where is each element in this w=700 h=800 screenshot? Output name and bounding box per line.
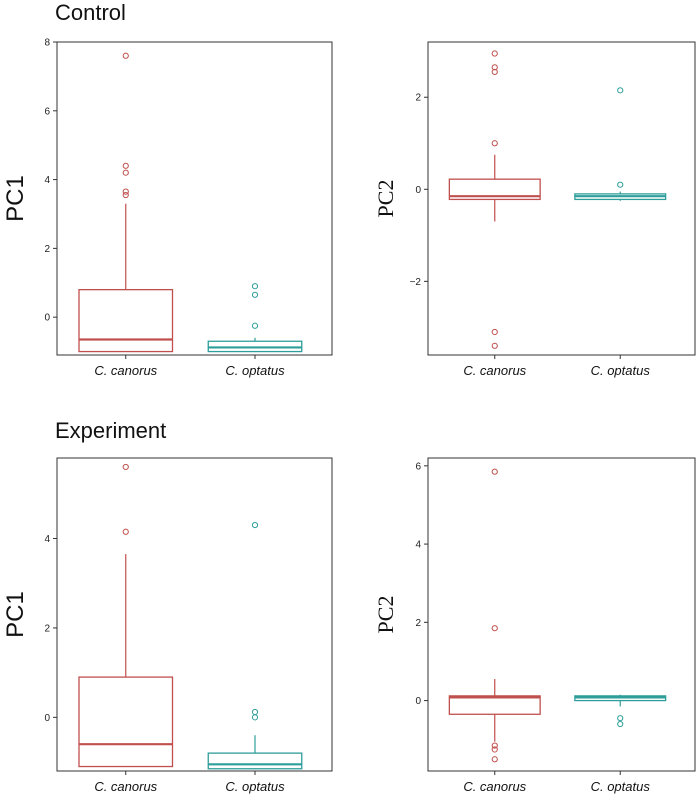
y-tick-label-0-1: 2 (44, 244, 50, 255)
outlier-point-2-1-2 (251, 521, 259, 529)
outlier-point-2-1-0 (251, 714, 259, 721)
outlier-point-0-0-2 (122, 169, 129, 176)
plot-frame-2 (56, 457, 333, 772)
y-tick-label-2-1: 2 (44, 623, 50, 634)
box-0-0 (78, 288, 174, 353)
y-tick-label-2-0: 0 (44, 713, 50, 724)
plot-frame-0 (56, 41, 333, 356)
outlier-point-3-0-3 (491, 625, 498, 632)
outlier-point-0-1-0 (251, 322, 259, 329)
y-axis-label-3: PC2 (373, 596, 398, 634)
section-title-experiment: Experiment (55, 418, 167, 443)
plot-frame-3 (427, 457, 696, 772)
outlier-point-2-0-1 (122, 463, 129, 471)
box-3-0 (448, 695, 541, 715)
plot-frame-1 (427, 41, 696, 356)
y-tick-label-3-1: 2 (415, 618, 421, 629)
y-tick-label-1-2: 2 (415, 93, 421, 104)
y-axis-label-1: PC2 (373, 180, 398, 218)
outlier-point-1-0-5 (491, 50, 498, 57)
outlier-point-1-1-0 (617, 181, 624, 188)
outlier-point-1-1-1 (617, 87, 624, 94)
section-title-control: Control (55, 0, 126, 25)
box-2-0 (78, 676, 174, 768)
y-tick-label-0-4: 8 (44, 38, 50, 49)
x-tick-label-3-0: C. canorus (463, 779, 526, 794)
y-tick-label-0-2: 4 (44, 175, 50, 186)
x-tick-label-0-1: C. optatus (225, 363, 285, 378)
x-tick-label-1-1: C. optatus (591, 363, 651, 378)
x-tick-label-2-1: C. optatus (225, 779, 285, 794)
outlier-point-0-0-0 (122, 191, 129, 199)
outlier-point-3-0-4 (491, 468, 498, 475)
box-2-1 (207, 752, 303, 770)
outlier-point-0-1-2 (251, 283, 259, 290)
outlier-point-3-0-1 (491, 746, 498, 753)
y-axis-label-0: PC1 (2, 175, 29, 222)
outlier-point-0-0-3 (122, 162, 129, 169)
x-tick-label-1-0: C. canorus (463, 363, 526, 378)
outlier-point-1-0-1 (491, 328, 498, 336)
outlier-point-0-0-1 (122, 188, 129, 195)
outlier-point-3-0-2 (491, 742, 498, 749)
outlier-point-1-0-0 (491, 342, 498, 349)
outlier-point-0-1-1 (251, 291, 259, 298)
y-tick-label-3-3: 6 (415, 461, 421, 472)
outlier-point-0-0-4 (122, 52, 129, 59)
y-tick-label-3-2: 4 (415, 540, 421, 551)
y-tick-label-3-0: 0 (415, 696, 421, 707)
x-tick-label-3-1: C. optatus (591, 779, 651, 794)
y-axis-label-2: PC1 (2, 591, 29, 638)
outlier-point-3-1-1 (617, 715, 624, 722)
outlier-point-2-0-0 (122, 528, 129, 535)
x-tick-label-2-0: C. canorus (94, 779, 157, 794)
y-tick-label-2-2: 4 (44, 534, 50, 545)
outlier-point-3-1-0 (617, 720, 624, 728)
outlier-point-3-0-0 (491, 756, 498, 763)
outlier-point-1-0-2 (491, 140, 498, 147)
outlier-point-2-1-1 (251, 708, 259, 716)
x-tick-label-0-0: C. canorus (94, 363, 157, 378)
outlier-point-1-0-3 (491, 68, 498, 76)
y-tick-label-1-0: −2 (410, 277, 422, 288)
box-1-0 (448, 178, 541, 201)
y-tick-label-1-1: 0 (415, 185, 421, 196)
y-tick-label-0-3: 6 (44, 106, 50, 117)
outlier-point-1-0-4 (491, 64, 498, 71)
y-tick-label-0-0: 0 (44, 313, 50, 324)
